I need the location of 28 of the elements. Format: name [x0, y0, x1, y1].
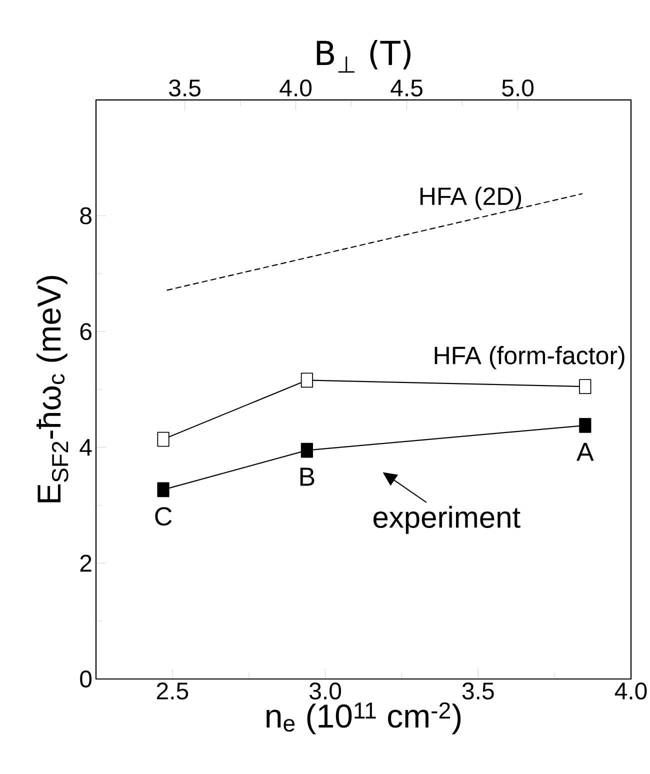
x-tick-label: 2.5 — [156, 682, 188, 700]
y-tick-label: 0 — [80, 670, 92, 688]
y-tick-label: 2 — [80, 554, 92, 572]
y-axis-title: E$_{SF2}$-ħω$_{c}$ (meV) — [36, 276, 68, 502]
series-label: HFA (2D) — [420, 186, 522, 210]
y-tick-label: 4 — [80, 439, 92, 456]
point — [157, 482, 170, 498]
series-label: HFA (form-factor) — [434, 346, 624, 370]
x-tick-label: 4.0 — [614, 682, 647, 700]
x-tick-label: 3.5 — [462, 682, 494, 700]
point — [157, 432, 170, 447]
annotation: A — [576, 442, 594, 461]
annotation: C — [155, 507, 172, 526]
annotation: B — [300, 468, 314, 486]
point — [579, 379, 592, 394]
x2-tick-label: 5.0 — [502, 79, 534, 96]
x2-tick-label: 4.5 — [390, 80, 422, 96]
point — [579, 418, 592, 433]
y-tick-label: 6 — [80, 323, 92, 340]
x-axis-title: n$_{e}$ (10$^{11}$ cm$^{-2}$) — [266, 702, 461, 734]
x-tick-label: 3.0 — [310, 682, 342, 700]
x2-tick-label: 4.0 — [280, 79, 312, 96]
x2-tick-label: 3.5 — [169, 79, 200, 96]
point — [300, 372, 313, 388]
x2-axis-title: B$_{⊥}$ (T) — [316, 40, 410, 73]
point — [300, 442, 313, 458]
y-tick-label: 8 — [80, 207, 92, 224]
annotation: experiment — [374, 506, 520, 534]
